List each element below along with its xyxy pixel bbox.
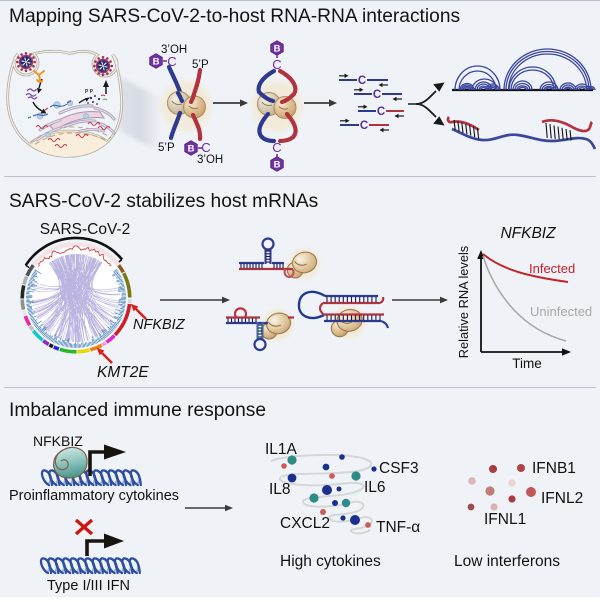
svg-text:P P: P P: [85, 89, 94, 95]
svg-text:B: B: [274, 43, 281, 54]
svg-text:IFNL2: IFNL2: [541, 490, 583, 507]
svg-text:C: C: [377, 106, 385, 118]
svg-text:NFKBIZ: NFKBIZ: [133, 317, 186, 333]
svg-text:C: C: [272, 140, 281, 155]
svg-text:CXCL2: CXCL2: [280, 515, 330, 532]
svg-text:CSF3: CSF3: [379, 460, 419, 477]
svg-text:Time: Time: [512, 356, 542, 371]
svg-text:IFNB1: IFNB1: [532, 460, 576, 477]
svg-text:C: C: [358, 75, 366, 87]
svg-text:Relative RNA levels: Relative RNA levels: [456, 246, 471, 358]
svg-text:Mapping SARS-CoV-2-to-host RNA: Mapping SARS-CoV-2-to-host RNA-RNA inter…: [9, 6, 460, 27]
svg-text:IL8: IL8: [269, 481, 291, 498]
svg-text:5’P: 5’P: [158, 142, 175, 154]
svg-text:SARS-CoV-2: SARS-CoV-2: [40, 221, 130, 238]
svg-text:IL6: IL6: [364, 479, 386, 496]
svg-text:TNF-α: TNF-α: [376, 519, 420, 536]
svg-text:Low interferons: Low interferons: [454, 553, 560, 570]
svg-text:High cytokines: High cytokines: [280, 553, 381, 570]
svg-text:NFKBIZ: NFKBIZ: [500, 225, 556, 242]
svg-text:NFKBIZ: NFKBIZ: [33, 433, 83, 449]
svg-text:SARS-CoV-2 stabilizes host mRN: SARS-CoV-2 stabilizes host mRNAs: [9, 191, 318, 212]
svg-text:C: C: [167, 54, 176, 69]
svg-text:5’P: 5’P: [192, 59, 209, 71]
svg-text:C: C: [201, 140, 210, 155]
svg-text:3’OH: 3’OH: [161, 44, 187, 56]
svg-text:IL1A: IL1A: [265, 441, 298, 458]
svg-text:C: C: [360, 120, 368, 132]
svg-text:Imbalanced immune response: Imbalanced immune response: [9, 400, 266, 421]
svg-text:B: B: [274, 159, 281, 170]
svg-text:3’OH: 3’OH: [197, 154, 223, 166]
svg-text:Uninfected: Uninfected: [530, 304, 592, 319]
svg-text:C: C: [373, 89, 381, 101]
svg-text:Proinflammatory cytokines: Proinflammatory cytokines: [9, 488, 179, 504]
svg-text:B: B: [153, 56, 160, 67]
svg-text:Type I/III IFN: Type I/III IFN: [47, 578, 130, 594]
svg-text:KMT2E: KMT2E: [97, 364, 149, 381]
svg-text:C: C: [272, 57, 281, 72]
svg-text:B: B: [188, 143, 195, 154]
svg-text:IFNL1: IFNL1: [484, 511, 526, 528]
svg-text:Infected: Infected: [529, 261, 575, 276]
